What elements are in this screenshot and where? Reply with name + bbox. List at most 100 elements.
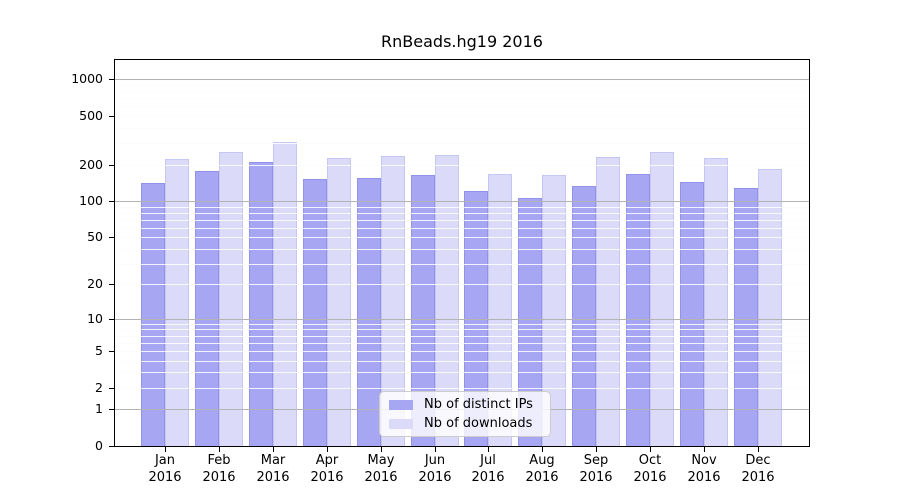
ytick-label-100: 100 <box>79 193 103 208</box>
xtick-label-jan-2016: Jan 2016 <box>148 453 182 485</box>
gridline-y-5-overlay <box>115 351 809 352</box>
major-gridline-y-10 <box>115 319 809 320</box>
gridline-y-50-overlay <box>115 237 809 238</box>
ytick-mark-0 <box>109 446 114 447</box>
gridline-y-700-overlay <box>115 98 809 99</box>
bar-distinct-ips-dec-2016 <box>733 188 758 446</box>
ytick-mark-1 <box>109 409 114 410</box>
ytick-label-5: 5 <box>95 343 103 358</box>
ytick-label-1: 1 <box>95 401 103 416</box>
bar-downloads-apr-2016 <box>326 158 351 446</box>
major-gridline-y-1000 <box>115 79 809 80</box>
ytick-label-20: 20 <box>87 276 103 291</box>
ytick-mark-500 <box>109 116 114 117</box>
gridline-y-7-overlay <box>115 336 809 337</box>
xtick-label-sep-2016: Sep 2016 <box>579 453 613 485</box>
ytick-mark-5 <box>109 351 114 352</box>
xtick-mark-feb <box>219 447 220 452</box>
gridline-y-70-overlay <box>115 220 809 221</box>
gridline-y-30-overlay <box>115 264 809 265</box>
xtick-label-jun-2016: Jun 2016 <box>418 453 452 485</box>
ytick-label-10: 10 <box>87 311 103 326</box>
ytick-mark-200 <box>109 165 114 166</box>
ytick-mark-50 <box>109 237 114 238</box>
legend-swatch-distinct-ips <box>389 399 413 410</box>
xtick-mark-sep <box>596 447 597 452</box>
xtick-label-may-2016: May 2016 <box>364 453 398 485</box>
xtick-mark-jun <box>435 447 436 452</box>
ytick-label-1000: 1000 <box>71 71 103 86</box>
gridline-y-20-overlay <box>115 284 809 285</box>
xtick-mark-may <box>381 447 382 452</box>
major-gridlines <box>115 60 809 446</box>
ytick-mark-2 <box>109 388 114 389</box>
ytick-label-50: 50 <box>87 229 103 244</box>
gridline-y-300-overlay <box>115 143 809 144</box>
bar-distinct-ips-oct-2016 <box>625 174 650 446</box>
gridline-y-80-overlay <box>115 213 809 214</box>
xtick-mark-jul <box>488 447 489 452</box>
bar-distinct-ips-sep-2016 <box>572 186 597 446</box>
xtick-label-mar-2016: Mar 2016 <box>256 453 290 485</box>
xtick-mark-apr <box>327 447 328 452</box>
gridline-y-3-overlay <box>115 372 809 373</box>
legend-swatch-downloads <box>389 418 413 429</box>
bar-downloads-mar-2016 <box>273 142 297 446</box>
bar-distinct-ips-mar-2016 <box>249 162 273 446</box>
gridline-y-6-overlay <box>115 343 809 344</box>
xtick-mark-dec <box>758 447 759 452</box>
legend-label-downloads: Nb of downloads <box>424 416 533 431</box>
ytick-mark-1000 <box>109 79 114 80</box>
bar-distinct-ips-jan-2016 <box>141 183 166 446</box>
xtick-label-nov-2016: Nov 2016 <box>687 453 721 485</box>
gridline-y-90-overlay <box>115 207 809 208</box>
major-gridline-y-100 <box>115 201 809 202</box>
gridline-y-600-overlay <box>115 106 809 107</box>
xtick-label-oct-2016: Oct 2016 <box>633 453 667 485</box>
bar-distinct-ips-nov-2016 <box>679 182 704 446</box>
xtick-mark-mar <box>273 447 274 452</box>
ytick-label-200: 200 <box>79 157 103 172</box>
legend-label-distinct-ips: Nb of distinct IPs <box>424 397 533 412</box>
bar-downloads-jan-2016 <box>165 159 190 446</box>
gridline-y-60-overlay <box>115 228 809 229</box>
gridline-y-4-overlay <box>115 361 809 362</box>
gridline-y-400-overlay <box>115 128 809 129</box>
bar-distinct-ips-apr-2016 <box>302 179 327 446</box>
xtick-label-dec-2016: Dec 2016 <box>741 453 775 485</box>
ytick-mark-10 <box>109 319 114 320</box>
bar-downloads-sep-2016 <box>596 157 621 446</box>
bar-distinct-ips-may-2016 <box>356 178 381 446</box>
ytick-mark-20 <box>109 284 114 285</box>
xtick-label-aug-2016: Aug 2016 <box>525 453 559 485</box>
legend: Nb of distinct IPs Nb of downloads <box>379 391 551 437</box>
gridline-y-2-overlay <box>115 388 809 389</box>
bar-distinct-ips-feb-2016 <box>195 171 220 446</box>
xtick-label-apr-2016: Apr 2016 <box>310 453 344 485</box>
gridline-y-500-overlay <box>115 116 809 117</box>
ytick-mark-100 <box>109 201 114 202</box>
ytick-label-500: 500 <box>79 108 103 123</box>
chart-title: RnBeads.hg19 2016 <box>381 32 543 51</box>
minor-gridlines-over <box>115 60 809 446</box>
gridline-y-9-overlay <box>115 324 809 325</box>
ytick-label-2: 2 <box>95 380 103 395</box>
xtick-mark-jan <box>165 447 166 452</box>
xtick-mark-nov <box>704 447 705 452</box>
legend-item-downloads: Nb of downloads <box>389 416 541 431</box>
xtick-mark-aug <box>542 447 543 452</box>
gridline-y-200-overlay <box>115 165 809 166</box>
ytick-label-0: 0 <box>95 438 103 453</box>
gridline-y-40-overlay <box>115 249 809 250</box>
legend-item-distinct-ips: Nb of distinct IPs <box>389 397 541 412</box>
plot-area <box>114 59 810 447</box>
bar-downloads-nov-2016 <box>703 158 728 446</box>
xtick-label-jul-2016: Jul 2016 <box>471 453 505 485</box>
xtick-label-feb-2016: Feb 2016 <box>202 453 236 485</box>
xtick-mark-oct <box>650 447 651 452</box>
gridline-y-800-overlay <box>115 91 809 92</box>
gridline-y-900-overlay <box>115 85 809 86</box>
gridline-y-8-overlay <box>115 329 809 330</box>
bar-downloads-dec-2016 <box>757 169 782 446</box>
